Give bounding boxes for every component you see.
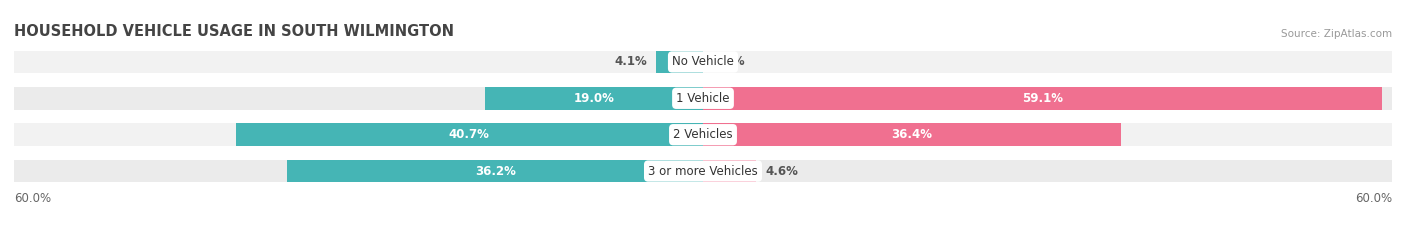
- Bar: [236, 123, 703, 146]
- Bar: [657, 51, 703, 73]
- Bar: [703, 123, 1121, 146]
- Bar: [485, 87, 703, 110]
- Bar: [14, 87, 1392, 110]
- Bar: [703, 160, 756, 182]
- Text: 4.1%: 4.1%: [614, 55, 647, 69]
- Text: Source: ZipAtlas.com: Source: ZipAtlas.com: [1281, 29, 1392, 39]
- Bar: [14, 123, 1392, 146]
- Text: 60.0%: 60.0%: [14, 192, 51, 205]
- Text: HOUSEHOLD VEHICLE USAGE IN SOUTH WILMINGTON: HOUSEHOLD VEHICLE USAGE IN SOUTH WILMING…: [14, 24, 454, 39]
- Text: 4.6%: 4.6%: [765, 164, 797, 178]
- Bar: [14, 160, 1392, 182]
- Text: No Vehicle: No Vehicle: [672, 55, 734, 69]
- Bar: [14, 51, 1392, 73]
- Text: 40.7%: 40.7%: [449, 128, 489, 141]
- Text: 0.0%: 0.0%: [713, 55, 745, 69]
- Text: 3 or more Vehicles: 3 or more Vehicles: [648, 164, 758, 178]
- Text: 1 Vehicle: 1 Vehicle: [676, 92, 730, 105]
- Bar: [287, 160, 703, 182]
- Bar: [703, 87, 1382, 110]
- Text: 36.2%: 36.2%: [475, 164, 516, 178]
- Text: 19.0%: 19.0%: [574, 92, 614, 105]
- Text: 36.4%: 36.4%: [891, 128, 932, 141]
- Text: 60.0%: 60.0%: [1355, 192, 1392, 205]
- Text: 59.1%: 59.1%: [1022, 92, 1063, 105]
- Text: 2 Vehicles: 2 Vehicles: [673, 128, 733, 141]
